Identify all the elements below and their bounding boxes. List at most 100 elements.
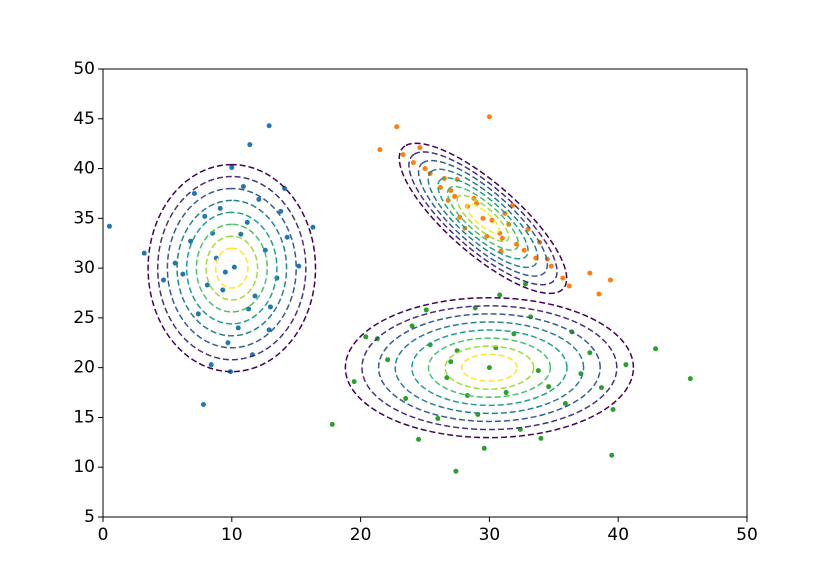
- point: [141, 250, 147, 256]
- contour-line: [466, 203, 500, 234]
- point: [409, 323, 415, 329]
- point: [417, 145, 423, 151]
- point: [444, 375, 450, 381]
- point: [385, 357, 391, 363]
- point: [521, 247, 527, 253]
- contour-line: [176, 199, 288, 337]
- point: [422, 166, 428, 172]
- y-tick-label: 40: [73, 159, 95, 179]
- point: [351, 379, 357, 385]
- point: [598, 385, 604, 391]
- contour-line: [166, 187, 297, 349]
- contour-line: [444, 345, 535, 390]
- point: [240, 183, 246, 189]
- point: [400, 152, 406, 158]
- y-tick-label: 5: [84, 507, 95, 527]
- point: [188, 238, 194, 244]
- point: [416, 436, 422, 442]
- point: [231, 264, 237, 270]
- point: [191, 190, 197, 196]
- y-tick-label: 45: [73, 109, 95, 129]
- contour-line: [344, 296, 635, 439]
- point: [653, 346, 659, 352]
- point: [220, 287, 226, 293]
- x-tick-label: 30: [479, 525, 501, 545]
- contour-line: [437, 177, 529, 260]
- point: [410, 160, 416, 166]
- point: [560, 275, 566, 281]
- point: [235, 325, 241, 331]
- point: [486, 365, 492, 371]
- axes-frame: [102, 68, 748, 518]
- x-tick-label: 10: [221, 525, 243, 545]
- point: [453, 468, 459, 474]
- point: [437, 184, 443, 190]
- x-tick-label: 40: [607, 525, 629, 545]
- x-tick-label: 0: [98, 525, 109, 545]
- point: [538, 435, 544, 441]
- point: [610, 406, 616, 412]
- point: [180, 271, 186, 277]
- point: [448, 187, 454, 193]
- y-tick-label: 20: [73, 358, 95, 378]
- point: [217, 205, 223, 211]
- point: [252, 293, 258, 299]
- contour-line: [456, 194, 510, 243]
- y-tick-label: 30: [73, 258, 95, 278]
- point: [256, 196, 262, 202]
- point: [403, 396, 409, 402]
- contour-line: [460, 353, 518, 382]
- point: [229, 165, 235, 171]
- point: [246, 306, 252, 312]
- contour-line: [408, 151, 558, 286]
- point: [607, 277, 613, 283]
- point: [296, 263, 302, 269]
- point: [481, 445, 487, 451]
- point: [465, 393, 471, 399]
- point: [244, 219, 250, 225]
- y-tick-label: 15: [73, 407, 95, 427]
- point: [247, 142, 253, 148]
- contour-line: [446, 185, 520, 251]
- point: [204, 282, 210, 288]
- point: [202, 213, 208, 219]
- point: [200, 402, 206, 408]
- point: [106, 223, 112, 229]
- point: [222, 269, 228, 275]
- contour-line: [377, 313, 601, 423]
- contour-line: [394, 321, 585, 415]
- x-tick-label: 50: [736, 525, 758, 545]
- contour-line: [205, 235, 259, 301]
- point: [480, 215, 486, 221]
- point: [377, 147, 383, 153]
- point: [587, 270, 593, 276]
- point: [266, 123, 272, 129]
- point: [195, 311, 201, 317]
- point: [486, 114, 492, 120]
- point: [503, 390, 509, 396]
- point: [484, 233, 490, 239]
- point: [448, 359, 454, 365]
- point: [587, 350, 593, 356]
- point: [394, 124, 400, 130]
- point: [363, 334, 369, 340]
- contour-line: [147, 163, 317, 373]
- y-tick-label: 50: [73, 59, 95, 79]
- x-tick-label: 20: [350, 525, 372, 545]
- contour-line: [427, 168, 539, 269]
- contour-line: [361, 305, 618, 431]
- contour-line: [156, 175, 307, 361]
- point: [566, 283, 572, 289]
- contour-line: [195, 223, 268, 313]
- point: [499, 235, 505, 241]
- contour-line: [185, 211, 278, 325]
- point: [497, 292, 503, 298]
- contour-line: [427, 337, 552, 399]
- y-tick-label: 25: [73, 308, 95, 328]
- point: [423, 307, 429, 313]
- point: [329, 421, 335, 427]
- plot-area: [106, 114, 693, 474]
- point: [267, 304, 273, 310]
- point: [238, 231, 244, 237]
